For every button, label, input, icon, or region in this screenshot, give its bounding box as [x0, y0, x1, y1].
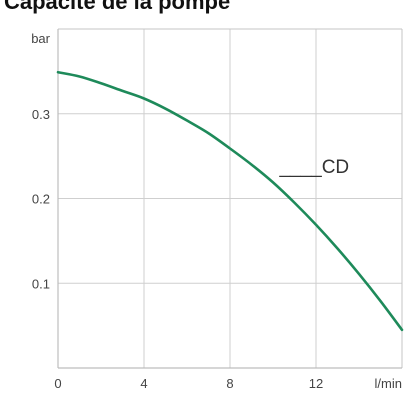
series-layer: [56, 70, 404, 332]
grid: [58, 29, 402, 368]
labels-layer: ____CD 0 4 8 12 0.1 0.2 0.3 bar l/min: [31, 31, 402, 391]
y-tick-label-0.2: 0.2: [32, 192, 50, 207]
y-axis-label: bar: [31, 31, 50, 46]
x-tick-label-0: 0: [54, 376, 61, 391]
series-label-0: ____CD: [278, 157, 349, 178]
x-tick-label-12: 12: [309, 376, 323, 391]
y-tick-label-0.1: 0.1: [32, 276, 50, 291]
x-axis-label: l/min: [375, 376, 402, 391]
plot-frame: [57, 28, 403, 369]
chart-title: Capacité de la pompe: [4, 0, 231, 14]
y-tick-label-0.3: 0.3: [32, 107, 50, 122]
x-tick-label-8: 8: [226, 376, 233, 391]
x-tick-label-4: 4: [140, 376, 147, 391]
series-line-0: [56, 70, 404, 332]
